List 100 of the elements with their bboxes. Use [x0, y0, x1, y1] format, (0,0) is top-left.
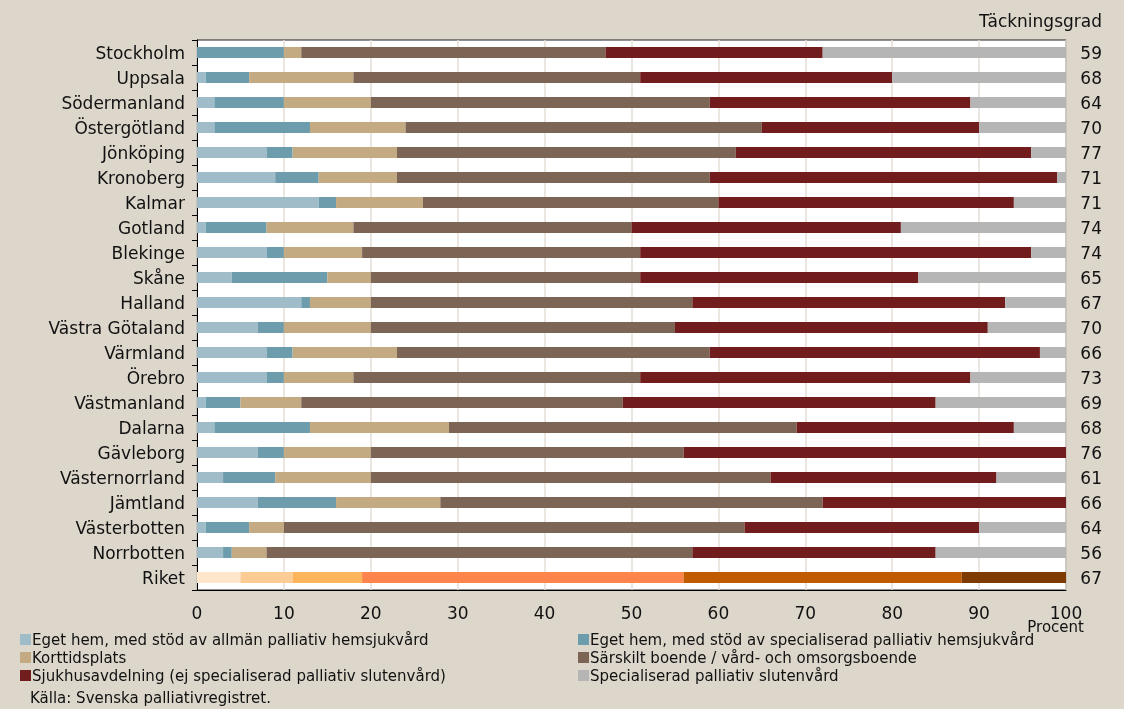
bar	[318, 197, 337, 208]
bar	[309, 122, 406, 133]
bar	[1005, 297, 1066, 308]
bar	[640, 372, 971, 383]
text: 76	[1080, 442, 1102, 463]
bar	[683, 572, 962, 583]
bar	[405, 122, 762, 133]
bar	[370, 322, 675, 333]
bar	[197, 322, 258, 333]
y-tick-label: Värmland	[104, 342, 185, 363]
y-tick-label: Västerbotten	[75, 517, 185, 538]
bar	[283, 322, 371, 333]
bar	[979, 122, 1066, 133]
bar	[292, 572, 363, 583]
bar	[283, 372, 354, 383]
bar	[770, 472, 997, 483]
y-tick-label: Halland	[120, 292, 185, 313]
x-tick-label: 40	[533, 602, 556, 623]
text: 64	[1080, 92, 1102, 113]
bar	[197, 172, 276, 183]
bar	[900, 222, 1066, 233]
bar	[249, 522, 284, 533]
bar	[336, 197, 423, 208]
bar	[231, 272, 328, 283]
bar	[197, 397, 206, 408]
bar	[223, 472, 276, 483]
bar	[709, 97, 971, 108]
bar	[822, 497, 1066, 508]
bar	[249, 72, 354, 83]
text: 73	[1080, 367, 1102, 388]
bar	[197, 372, 267, 383]
bar	[197, 97, 215, 108]
bar	[231, 547, 267, 558]
y-tick-label: Östergötland	[74, 116, 185, 138]
bar	[318, 172, 397, 183]
bar	[283, 47, 302, 58]
text: 67	[1080, 292, 1102, 313]
bar	[257, 497, 337, 508]
bar	[309, 297, 371, 308]
bar	[370, 97, 710, 108]
bar	[197, 222, 206, 233]
bar	[197, 497, 258, 508]
bar	[197, 197, 319, 208]
y-tick-label: Örebro	[126, 366, 185, 388]
y-tick-label: Västra Götaland	[48, 317, 185, 338]
x-tick-label: 30	[446, 602, 469, 623]
bar	[683, 447, 1066, 458]
bar	[197, 447, 258, 458]
bar	[735, 147, 1032, 158]
bar	[275, 472, 371, 483]
bar	[257, 322, 284, 333]
x-tick-label: 10	[273, 602, 295, 623]
text: 68	[1080, 67, 1102, 88]
text: 66	[1080, 342, 1102, 363]
bar	[197, 72, 206, 83]
legend-label: Eget hem, med stöd av allmän palliativ hemsjukvård	[32, 630, 429, 649]
bar	[214, 422, 310, 433]
text: 56	[1080, 542, 1102, 563]
bar	[214, 97, 284, 108]
text: 66	[1080, 492, 1102, 513]
bar	[1031, 247, 1066, 258]
bar	[692, 297, 1006, 308]
bar	[214, 122, 310, 133]
bar	[422, 197, 719, 208]
y-tick-label: Skåne	[133, 267, 185, 288]
bar	[197, 122, 215, 133]
text: Täckningsgrad	[978, 10, 1102, 31]
bar	[283, 97, 371, 108]
bar	[197, 422, 215, 433]
bar	[692, 547, 936, 558]
bar	[353, 222, 632, 233]
bar	[918, 272, 1066, 283]
x-tick-label: 20	[359, 602, 382, 623]
bar	[266, 222, 354, 233]
legend-label: Eget hem, med stöd av specialiserad palliativ hemsjukvård	[590, 630, 1035, 649]
bar	[440, 497, 823, 508]
bar	[205, 222, 267, 233]
bar	[1013, 197, 1066, 208]
bar	[449, 422, 797, 433]
bar	[979, 522, 1066, 533]
bar	[370, 447, 684, 458]
bar	[197, 472, 224, 483]
bar	[996, 472, 1066, 483]
bar	[631, 222, 901, 233]
x-tick-label: 50	[620, 602, 643, 623]
bar	[240, 572, 293, 583]
text: 64	[1080, 517, 1102, 538]
text: 59	[1080, 42, 1102, 63]
bar	[935, 547, 1066, 558]
legend-label: Sjukhusavdelning (ej specialiserad palliativ slutenvård)	[32, 666, 446, 685]
bar	[327, 272, 371, 283]
bar	[197, 297, 302, 308]
bar	[396, 147, 736, 158]
text: 70	[1080, 117, 1102, 138]
bar	[761, 122, 980, 133]
legend-label: Specialiserad palliativ slutenvård	[590, 666, 839, 685]
bar	[197, 547, 224, 558]
bar	[353, 72, 641, 83]
text: 68	[1080, 417, 1102, 438]
text: 70	[1080, 317, 1102, 338]
